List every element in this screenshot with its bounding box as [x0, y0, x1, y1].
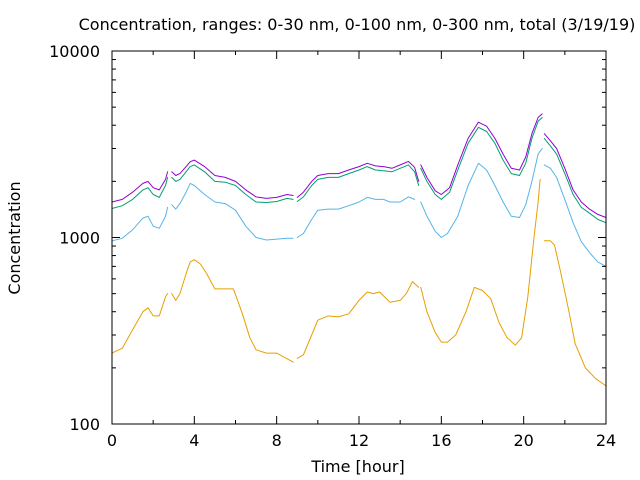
series-2-line-segment [111, 176, 169, 209]
y-tick-label: 10000 [49, 42, 100, 61]
x-tick-label: 20 [513, 431, 533, 450]
x-tick-label: 12 [349, 431, 369, 450]
series-3-line-segment [111, 171, 169, 203]
y-axis-label: Concentration [5, 181, 24, 294]
series-0-line-segment [171, 259, 294, 363]
axis-layer: 0 4 8 12 16 20 24 100 1000 10000 [49, 42, 616, 450]
series-0-line-segment [296, 281, 420, 359]
series-2-line-segment [543, 137, 607, 224]
series-layer [111, 113, 607, 387]
series-1-line-segment [111, 206, 169, 242]
series-1-line-segment [296, 196, 416, 238]
series-2-line-segment [171, 164, 294, 203]
x-tick-label: 4 [189, 431, 199, 450]
series-3-line-segment [420, 113, 543, 195]
series-0-line-segment [111, 293, 169, 354]
series-1-line-segment [420, 148, 543, 238]
series-2-line-segment [296, 164, 420, 202]
series-1-line-segment [171, 182, 294, 241]
x-tick-label: 24 [596, 431, 616, 450]
plot-frame [111, 50, 607, 425]
series-1-line-segment [543, 164, 607, 267]
series-0-line-segment [420, 178, 541, 346]
y-tick-label: 100 [69, 415, 100, 434]
series-2-line-segment [420, 117, 543, 200]
x-axis-label: Time [hour] [310, 457, 404, 476]
y-tick-label: 1000 [59, 229, 100, 248]
x-tick-label: 16 [431, 431, 451, 450]
x-tick-label: 0 [107, 431, 117, 450]
series-3-line-segment [171, 159, 294, 199]
x-tick-label: 8 [272, 431, 282, 450]
chart-title: Concentration, ranges: 0-30 nm, 0-100 nm… [79, 15, 636, 34]
series-0-line-segment [543, 240, 607, 387]
series-3-line-segment [296, 160, 420, 198]
series-3-line-segment [543, 133, 607, 218]
